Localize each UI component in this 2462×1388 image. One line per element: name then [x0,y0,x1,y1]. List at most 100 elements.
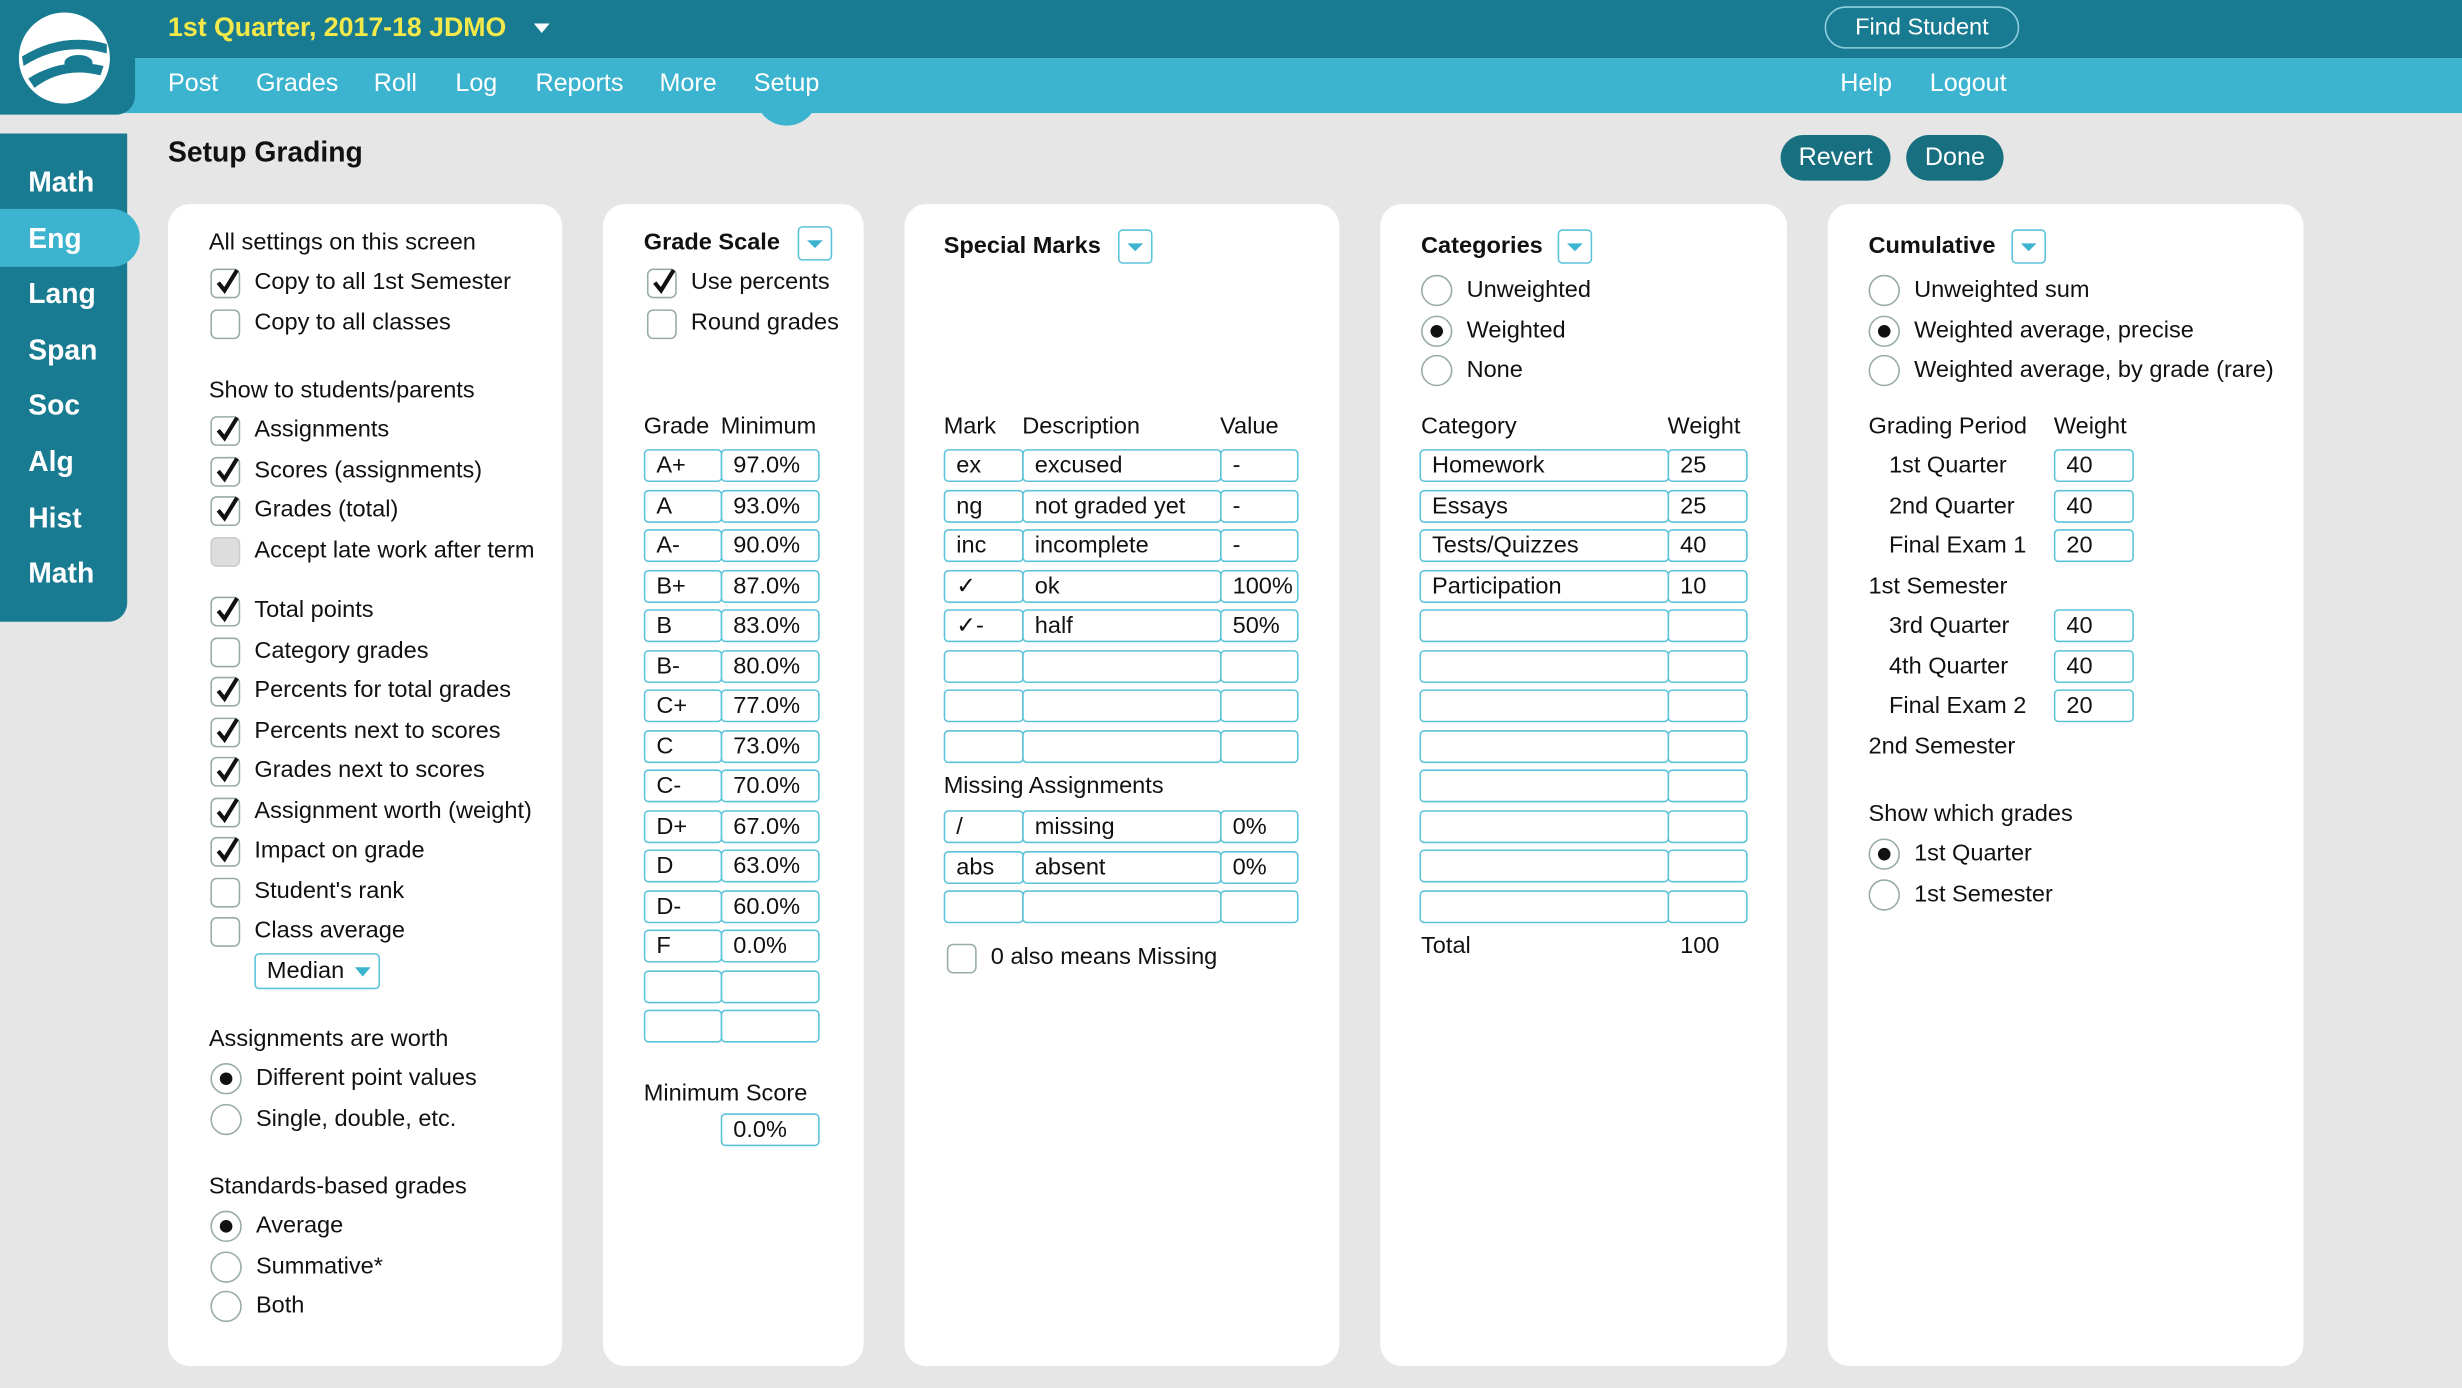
average-type-select[interactable]: Median [254,953,380,990]
minimum-cell[interactable]: 73.0% [720,729,820,763]
checkbox[interactable] [210,636,241,667]
mark-cell[interactable] [1022,649,1222,683]
radio[interactable] [210,1250,242,1283]
minimum-cell[interactable]: 0.0% [720,929,820,963]
nav-link[interactable]: Logout [1929,70,2007,98]
mark-cell[interactable]: / [943,810,1024,844]
grade-cell[interactable]: A [643,489,723,523]
period-weight[interactable]: 20 [2053,689,2134,723]
checkbox[interactable] [210,416,241,446]
grade-cell[interactable]: C [643,729,723,763]
mark-cell[interactable]: incomplete [1022,529,1222,563]
period-weight[interactable]: 40 [2053,489,2134,523]
checkbox[interactable] [210,796,241,827]
category-cell[interactable]: Tests/Quizzes [1419,529,1670,563]
radio[interactable] [210,1290,242,1323]
class-tab[interactable]: Eng [28,222,82,254]
grade-cell[interactable]: D- [643,889,723,923]
nav-link[interactable]: Setup [753,70,820,98]
category-cell[interactable] [1419,609,1670,643]
grade-cell[interactable]: D+ [643,809,723,843]
grade-cell[interactable]: B- [643,649,723,683]
category-cell[interactable] [1419,889,1670,923]
category-cell[interactable] [1419,809,1670,843]
nav-link[interactable]: Log [455,70,498,98]
grade-cell[interactable]: C+ [643,689,723,723]
radio[interactable] [210,1063,242,1095]
class-tab[interactable]: Span [28,334,98,366]
radio[interactable] [1421,354,1453,387]
mark-cell[interactable] [943,729,1024,763]
checkbox[interactable] [210,308,241,339]
mark-cell[interactable] [943,689,1024,723]
mark-cell[interactable] [943,890,1024,924]
nav-link[interactable]: More [659,70,717,98]
category-cell[interactable]: Essays [1419,489,1670,523]
mark-cell[interactable]: ✓ [943,569,1024,603]
mark-cell[interactable]: 100% [1220,569,1299,603]
mark-cell[interactable]: 0% [1220,850,1299,884]
period-weight[interactable]: 40 [2053,449,2134,483]
nav-link[interactable]: Help [1840,70,1892,98]
dropdown-button[interactable] [1117,229,1153,264]
grade-cell[interactable]: A+ [643,449,723,483]
class-tab[interactable]: Math [28,166,95,198]
mark-cell[interactable]: excused [1022,449,1222,483]
checkbox[interactable] [210,836,241,867]
class-tab[interactable]: Hist [28,501,82,534]
grade-cell[interactable]: B [643,609,723,643]
checkbox[interactable] [210,268,241,299]
mark-cell[interactable] [1220,649,1299,683]
radio[interactable] [210,1103,242,1135]
radio[interactable] [1421,314,1453,347]
mark-cell[interactable] [1220,689,1299,723]
mark-cell[interactable]: missing [1022,810,1222,844]
nav-link[interactable]: Roll [373,70,417,98]
action-button[interactable]: Revert [1780,135,1891,181]
radio[interactable] [1868,838,1900,870]
weight-cell[interactable]: 25 [1667,449,1748,483]
class-tab[interactable]: Soc [28,390,81,422]
radio[interactable] [1421,274,1453,307]
grade-cell[interactable]: D [643,849,723,883]
mark-cell[interactable]: - [1220,489,1299,523]
class-tab[interactable]: Lang [28,278,96,310]
minimum-cell[interactable]: 60.0% [720,889,820,923]
weight-cell[interactable] [1667,729,1748,763]
checkbox[interactable] [646,308,677,339]
mark-cell[interactable] [1022,689,1222,723]
mark-cell[interactable]: - [1220,529,1299,563]
mark-cell[interactable] [1022,890,1222,924]
dropdown-button[interactable] [1557,229,1593,264]
grade-cell[interactable] [643,1009,723,1043]
checkbox[interactable] [210,536,241,567]
mark-cell[interactable] [1022,729,1222,763]
minimum-cell[interactable]: 80.0% [720,649,820,683]
grade-cell[interactable]: C- [643,769,723,803]
nav-link[interactable]: Grades [255,70,339,98]
weight-cell[interactable] [1667,769,1748,803]
checkbox[interactable] [646,268,677,299]
category-cell[interactable] [1419,729,1670,763]
weight-cell[interactable]: 40 [1667,529,1748,563]
minimum-cell[interactable] [720,1009,820,1043]
radio[interactable] [210,1210,242,1243]
grade-cell[interactable] [643,969,723,1003]
minimum-cell[interactable]: 70.0% [720,769,820,803]
radio[interactable] [1868,878,1900,910]
minimum-cell[interactable]: 77.0% [720,689,820,723]
weight-cell[interactable] [1667,689,1748,723]
action-button[interactable]: Done [1906,135,2004,181]
mark-cell[interactable]: ex [943,449,1024,483]
mark-cell[interactable]: absent [1022,850,1222,884]
mark-cell[interactable]: abs [943,850,1024,884]
class-tab[interactable]: Alg [28,445,74,478]
nav-link[interactable]: Reports [535,70,624,98]
nav-link[interactable]: Post [168,70,219,98]
mark-cell[interactable] [943,649,1024,683]
mark-cell[interactable]: 0% [1220,810,1299,844]
minimum-cell[interactable]: 93.0% [720,489,820,523]
checkbox[interactable] [210,876,241,907]
grade-cell[interactable]: F [643,929,723,963]
mark-cell[interactable]: ✓- [943,609,1024,643]
